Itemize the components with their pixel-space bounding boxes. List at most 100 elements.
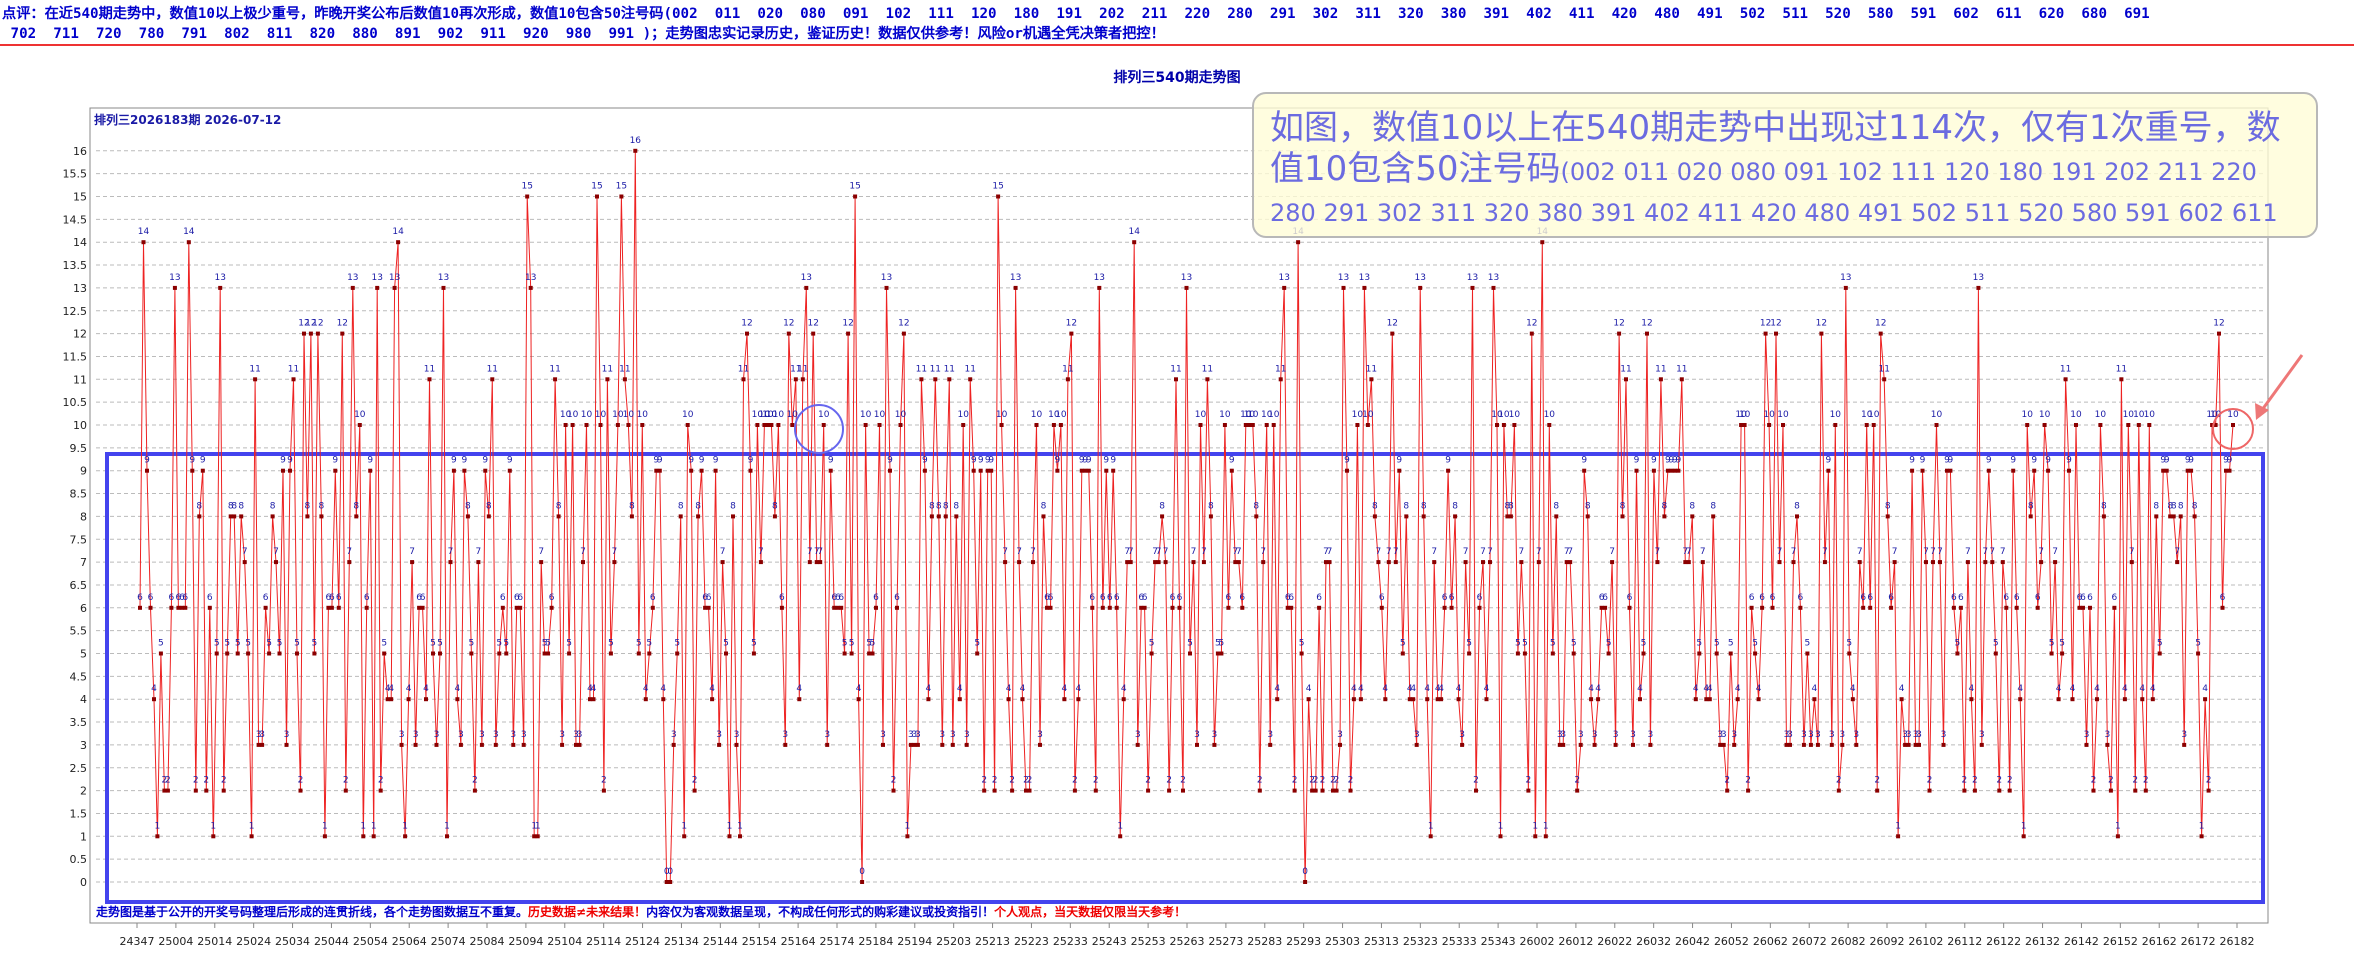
data-label: 3 [716,730,722,740]
data-label: 7 [1777,547,1783,557]
data-point [1177,605,1182,610]
data-point [490,377,495,382]
data-label: 10 [623,410,635,420]
data-label: 6 [1860,593,1866,603]
data-label: 2 [1313,776,1319,786]
data-point [1495,423,1499,427]
data-point [528,285,533,290]
data-label: 2 [162,776,168,786]
data-point [1449,605,1454,610]
data-point [277,651,282,656]
data-label: 6 [263,593,269,603]
data-point [1798,605,1803,610]
data-point [183,605,188,610]
data-point [546,651,551,656]
x-tick-label: 25213 [975,935,1010,948]
data-label: 3 [573,730,579,740]
data-label: 6 [1627,593,1633,603]
data-label: 9 [828,456,834,466]
data-point [713,468,718,473]
data-point [186,240,191,245]
data-label: 9 [189,456,195,466]
data-label: 8 [678,501,684,511]
data-point [1334,788,1339,793]
data-point [1641,651,1646,656]
y-tick-label: 5.5 [70,625,88,638]
data-point [1488,560,1492,565]
data-label: 8 [319,501,325,511]
data-point [1718,742,1723,747]
data-label: 7 [758,547,764,557]
data-point [1345,468,1349,473]
data-label: 10 [595,410,607,420]
y-tick-label: 2 [80,785,87,798]
data-label: 2 [1023,776,1029,786]
data-label: 5 [1846,639,1852,649]
data-point [2168,514,2173,519]
data-label: 10 [766,410,778,420]
data-point [863,423,868,427]
data-label: 13 [1359,273,1370,283]
data-point [1024,788,1028,793]
data-label: 2 [1072,776,1078,786]
data-point [1257,788,1262,793]
data-point [1351,697,1356,702]
data-label: 15 [616,182,627,192]
data-label: 9 [287,456,293,466]
data-point [556,514,561,519]
data-point [1282,285,1287,290]
data-label: 9 [653,456,659,466]
data-point [2129,560,2134,565]
data-point [1631,742,1635,747]
data-point [1236,560,1241,565]
data-label: 4 [1438,684,1444,694]
data-label: 10 [1247,410,1259,420]
data-label: 4 [1484,684,1490,694]
data-point [1767,423,1772,427]
data-point [1041,514,1046,519]
data-label: 5 [277,639,283,649]
data-label: 7 [612,547,618,557]
data-label: 8 [1662,501,1668,511]
data-point [1857,560,1862,565]
data-label: 4 [957,684,963,694]
data-label: 3 [259,730,265,740]
data-point [891,788,896,793]
data-point [1226,605,1231,610]
data-point [989,468,994,473]
data-label: 8 [556,501,562,511]
data-point [2035,605,2040,610]
data-label: 9 [1669,456,1675,466]
data-point [657,468,662,473]
data-label: 6 [1759,593,1765,603]
data-label: 6 [420,593,426,603]
data-label: 7 [1016,547,1022,557]
data-label: 5 [1550,639,1556,649]
data-point [1913,742,1918,747]
data-point [1896,834,1901,839]
data-point [2220,605,2225,610]
data-point [2164,468,2169,473]
data-point [1972,788,1977,793]
data-point [1107,605,1112,610]
data-label: 4 [1410,684,1416,694]
data-point [1543,834,1548,839]
data-point [1198,423,1203,427]
data-label: 3 [479,730,485,740]
data-label: 0 [1302,867,1308,877]
data-label: 6 [2003,593,2009,603]
data-label: 3 [915,730,921,740]
data-point [1547,423,1552,427]
data-point [1686,560,1691,565]
x-tick-label: 26032 [1636,935,1671,948]
y-tick-label: 2.5 [70,762,88,775]
data-label: 13 [881,273,892,283]
callout-big-text: 如图，数值10以上在540期走势中出现过114次，仅有1次重号，数值10包含50… [1270,108,2281,189]
data-label: 5 [842,639,848,649]
data-point [371,834,376,839]
data-point [2014,605,2019,610]
data-label: 3 [1630,730,1636,740]
data-point [1093,788,1098,793]
data-label: 10 [2095,410,2107,420]
data-point [2025,423,2030,427]
